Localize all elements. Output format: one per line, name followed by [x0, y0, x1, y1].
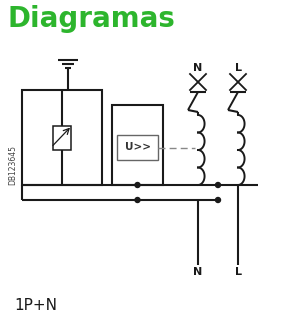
Circle shape: [215, 182, 220, 187]
Text: N: N: [193, 267, 203, 277]
Circle shape: [215, 198, 220, 203]
Bar: [22, 90, 102, 185]
Bar: [117, 135, 158, 160]
Circle shape: [135, 182, 140, 187]
Bar: [112, 105, 163, 185]
Text: 1P+N: 1P+N: [14, 297, 57, 312]
Text: N: N: [193, 63, 203, 73]
Text: U>>: U>>: [124, 142, 151, 153]
Bar: [53, 126, 71, 150]
Text: Diagramas: Diagramas: [7, 5, 175, 33]
Text: DB123645: DB123645: [8, 145, 17, 185]
Text: L: L: [235, 267, 242, 277]
Circle shape: [135, 198, 140, 203]
Text: L: L: [235, 63, 242, 73]
